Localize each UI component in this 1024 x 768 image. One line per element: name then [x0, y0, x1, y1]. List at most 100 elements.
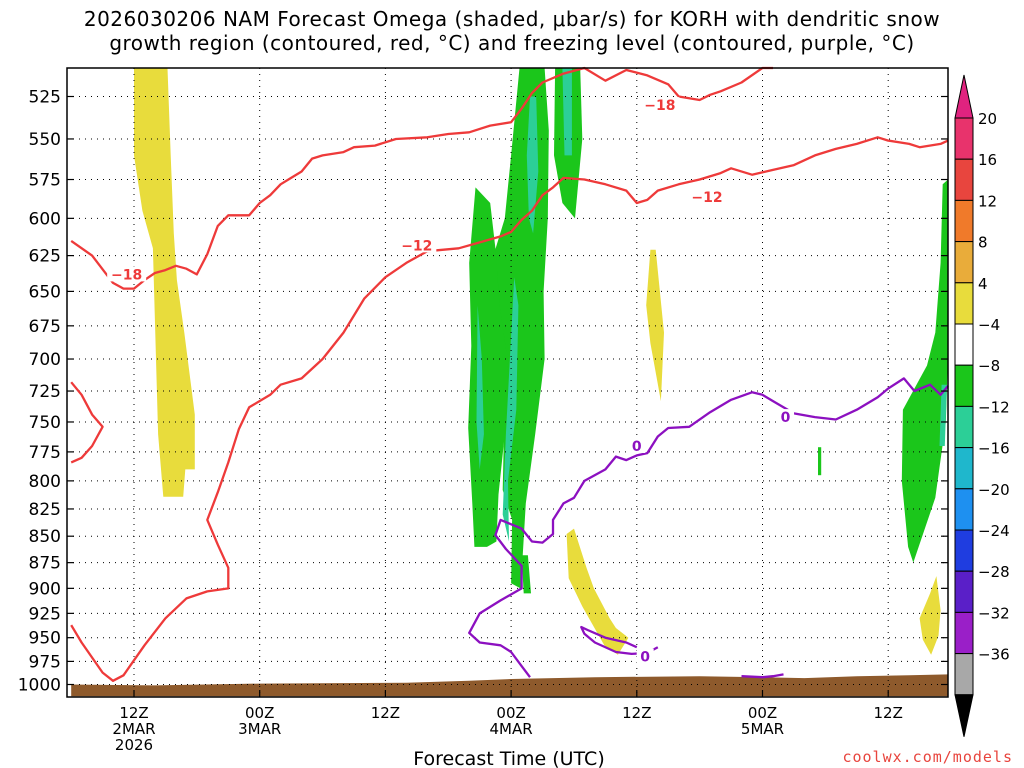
y-axis: 525 550 575 600 625 650 675 700 725 750 775 800 825 8… [18, 88, 948, 696]
x-tick-label: 3MAR [238, 720, 281, 738]
colorbar-label: −4 [978, 316, 1000, 334]
y-tick-label: 575 [29, 171, 61, 191]
omega-region-7 [521, 555, 531, 594]
dgz-label-bg [107, 266, 147, 282]
x-tick-label: 2MAR [112, 720, 155, 738]
colorbar-bottom-arrow [954, 694, 974, 737]
y-tick-label: 800 [29, 472, 61, 492]
dgz-label: −12 [691, 190, 722, 206]
omega-region-2 [566, 528, 629, 655]
y-tick-label: 825 [29, 500, 61, 520]
contour-layer [70, 66, 949, 682]
colorbar-swatch [954, 323, 974, 366]
y-tick-label: 750 [29, 413, 61, 433]
colorbar-swatch [954, 158, 974, 201]
x-axis-title: Forecast Time (UTC) [413, 748, 604, 768]
x-tick-label: 2026 [115, 736, 153, 754]
colorbar-swatch [954, 199, 974, 243]
colorbar-swatch [954, 447, 974, 490]
colorbar-label: −36 [978, 646, 1010, 664]
y-tick-label: 550 [29, 130, 61, 150]
y-tick-label: 725 [29, 382, 61, 402]
freezing-level-label-bg [636, 648, 654, 664]
source-credit: coolwx.com/models [842, 748, 1013, 766]
freezing-level-label-bg [628, 437, 646, 453]
omega-region-12 [502, 277, 519, 542]
freezing-level-label: 0 [632, 439, 642, 455]
y-tick-label: 525 [29, 88, 61, 108]
colorbar-top-arrow [954, 74, 974, 119]
colorbar-label: 4 [978, 275, 988, 293]
x-tick-label: 00Z [496, 704, 525, 722]
omega-region-11 [562, 68, 572, 156]
colorbar-label: −20 [978, 481, 1010, 499]
omega-region-13 [476, 305, 484, 470]
colorbar-label: 8 [978, 234, 988, 252]
x-tick-label: 12Z [874, 704, 903, 722]
colorbar-swatch [954, 611, 974, 655]
colorbar-swatch [954, 282, 974, 325]
omega-region-3 [919, 576, 941, 655]
dgz-contour [70, 381, 104, 464]
colorbar-swatch [954, 117, 974, 160]
colorbar-swatch [954, 529, 974, 572]
omega-region-10 [526, 96, 539, 234]
freezing-level-contour [468, 377, 949, 678]
y-tick-label: 775 [29, 443, 61, 463]
colorbar-swatch [954, 653, 974, 696]
colorbar-legend: 20 16 12 8 4 −4 −8 −12 −16 −20 −24 −28 −32 −36 [954, 74, 1010, 737]
y-tick-label: 900 [29, 579, 61, 599]
y-tick-label: 925 [29, 604, 61, 624]
colorbar-label: −12 [978, 398, 1010, 416]
omega-shading-layer [71, 68, 948, 697]
colorbar-label: −16 [978, 440, 1010, 458]
colorbar-label: −8 [978, 357, 1000, 375]
x-tick-label: 12Z [119, 704, 148, 722]
y-tick-label: 1000 [18, 676, 61, 696]
freezing-level-contour [741, 673, 784, 679]
x-tick-label: 12Z [622, 704, 651, 722]
dgz-label: −18 [644, 98, 675, 114]
chart-title-line-1: 2026030206 NAM Forecast Omega (shaded, μ… [83, 7, 941, 31]
freezing-level-label: 0 [781, 410, 791, 426]
y-tick-label: 675 [29, 317, 61, 337]
y-tick-label: 650 [29, 282, 61, 302]
omega-region-6 [468, 187, 508, 547]
colorbar-swatch [954, 405, 974, 449]
colorbar-label: 12 [978, 192, 997, 210]
dgz-label-bg [640, 97, 680, 113]
y-tick-label: 600 [29, 209, 61, 229]
colorbar-swatch [954, 488, 974, 531]
y-tick-label: 975 [29, 652, 61, 672]
dgz-contour [70, 136, 949, 682]
freezing-level-label-bg [777, 409, 795, 425]
dgz-label: −12 [401, 238, 432, 254]
omega-region-14 [939, 384, 947, 446]
plot-frame [66, 67, 949, 698]
dgz-contour [70, 66, 773, 290]
y-tick-label: 950 [29, 629, 61, 649]
colorbar-swatch [954, 364, 974, 407]
chart-title-line-2: growth region (contoured, red, °C) and f… [109, 31, 915, 55]
colorbar-label: 16 [978, 151, 997, 169]
colorbar-label: −28 [978, 563, 1010, 581]
omega-region-9 [901, 179, 948, 563]
x-tick-label: 12Z [371, 704, 400, 722]
terrain-fill [71, 674, 948, 697]
x-tick-label: 5MAR [741, 720, 784, 738]
dgz-label-bg [397, 237, 437, 253]
x-tick-label: 00Z [748, 704, 777, 722]
colorbar-label: −24 [978, 522, 1010, 540]
dgz-label: −18 [111, 267, 142, 283]
contour-labels: −18 −18 −12 −12 0 0 0 [107, 97, 795, 666]
x-tick-label: 00Z [245, 704, 274, 722]
omega-region-0 [134, 68, 195, 497]
freezing-level-label: 0 [640, 650, 650, 666]
dgz-label-bg [687, 188, 727, 204]
y-tick-label: 625 [29, 247, 61, 267]
colorbar-swatch [954, 570, 974, 613]
omega-region-8 [818, 447, 822, 476]
y-tick-label: 875 [29, 554, 61, 574]
